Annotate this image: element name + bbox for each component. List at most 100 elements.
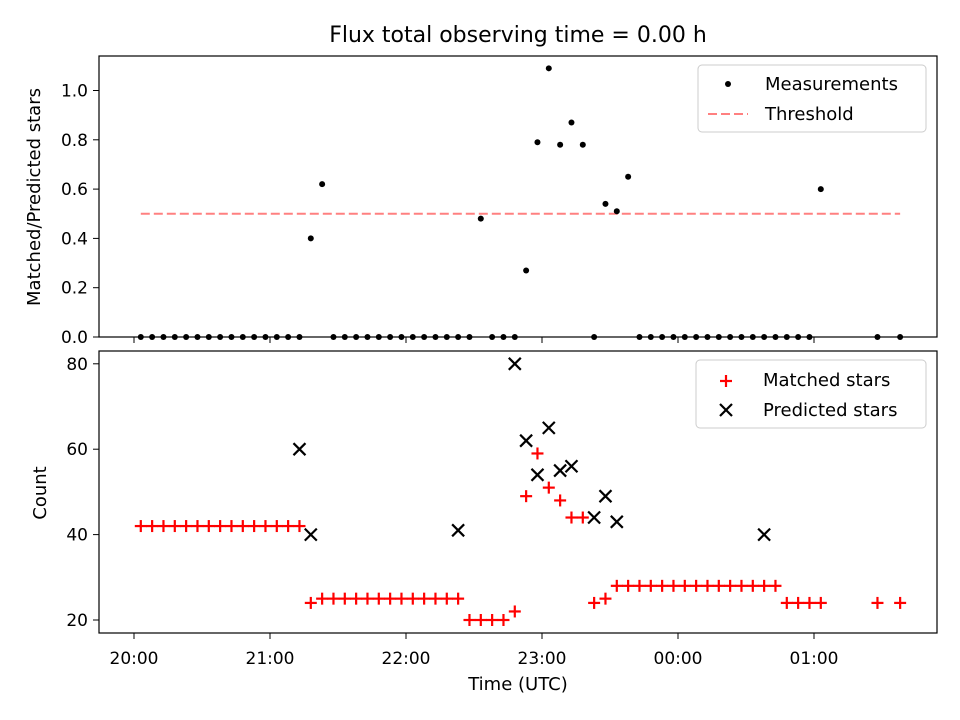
- predicted-star-point: [542, 421, 556, 435]
- matched-star-point: [803, 596, 816, 609]
- bottom-y-axis-label: Count: [30, 466, 51, 519]
- matched-star-point: [678, 579, 691, 592]
- matched-star-point: [712, 579, 725, 592]
- top-y-axis-label: Matched/Predicted stars: [24, 88, 45, 306]
- predicted-star-point: [610, 515, 624, 529]
- matched-star-point: [554, 494, 567, 507]
- predicted-star-point: [530, 468, 545, 482]
- matched-star-point: [622, 579, 635, 592]
- matched-star-point: [871, 596, 884, 609]
- matched-star-point: [327, 592, 340, 605]
- top-panel: Flux total observing time = 0.00 h Match…: [24, 23, 938, 340]
- matched-star-point: [792, 596, 805, 609]
- top-y-tick-label-1: 0.2: [61, 279, 88, 299]
- predicted-star-point: [564, 459, 579, 474]
- matched-star-point: [259, 520, 272, 533]
- matched-star-point: [248, 520, 261, 533]
- matched-legend-label: Matched stars: [763, 370, 890, 391]
- measurements-legend-label: Measurements: [765, 74, 898, 95]
- measurement-point: [625, 173, 632, 180]
- matched-star-point: [429, 592, 442, 605]
- matched-star-point: [225, 520, 238, 533]
- predicted-star-point: [757, 527, 771, 542]
- bottom-panel: Count Time (UTC) Matched stars Predicted…: [30, 350, 938, 695]
- matched-star-point: [316, 592, 329, 605]
- measurement-point: [307, 235, 314, 242]
- matched-star-point: [758, 579, 771, 592]
- bottom-y-tick-label-0: 20: [66, 611, 88, 631]
- matched-star-point: [338, 592, 351, 605]
- bottom-plot-area: [134, 357, 907, 626]
- measurement-point: [557, 141, 564, 148]
- matched-star-point: [134, 520, 147, 533]
- matched-star-point: [452, 592, 465, 605]
- matched-star-point: [146, 520, 159, 533]
- matched-star-point: [531, 447, 544, 460]
- matched-star-point: [486, 614, 499, 626]
- matched-star-point: [724, 579, 737, 592]
- x-tick-label-1: 21:00: [246, 649, 295, 669]
- matched-star-point: [565, 511, 578, 524]
- matched-star-point: [191, 520, 204, 533]
- matched-star-point: [542, 481, 555, 494]
- matched-star-point: [168, 520, 181, 533]
- matched-star-point: [270, 520, 283, 533]
- matched-star-point: [361, 592, 374, 605]
- matched-star-point: [372, 592, 385, 605]
- matched-star-point: [633, 579, 646, 592]
- matched-star-point: [746, 579, 759, 592]
- x-tick-label-5: 01:00: [790, 649, 839, 669]
- measurement-point: [545, 65, 552, 72]
- matched-star-point: [780, 596, 793, 609]
- matched-star-point: [463, 614, 476, 626]
- predicted-star-point: [587, 510, 601, 525]
- measurement-point: [579, 141, 586, 148]
- matched-star-point: [610, 579, 623, 592]
- predicted-star-point: [508, 357, 522, 371]
- top-y-tick-label-4: 0.8: [61, 131, 88, 151]
- predicted-legend-marker: [719, 403, 733, 417]
- x-tick-label-0: 20:00: [110, 649, 159, 669]
- matched-legend-marker: [720, 375, 732, 387]
- matched-star-point: [304, 596, 317, 609]
- top-y-tick-label-5: 1.0: [61, 82, 88, 102]
- matched-star-point: [395, 592, 408, 605]
- predicted-star-point: [553, 463, 567, 478]
- measurement-point: [817, 186, 824, 193]
- top-legend: Measurements Threshold: [697, 64, 927, 133]
- top-legend-box: [697, 64, 927, 133]
- measurement-point: [602, 200, 609, 207]
- threshold-legend-label: Threshold: [764, 104, 854, 125]
- matched-star-point: [769, 579, 782, 592]
- matched-star-point: [157, 520, 170, 533]
- matched-star-point: [735, 579, 748, 592]
- top-y-tick-label-0: 0.0: [61, 328, 88, 348]
- measurement-point: [534, 139, 541, 146]
- predicted-star-point: [519, 433, 533, 448]
- matched-star-point: [508, 605, 521, 618]
- predicted-star-point: [598, 489, 613, 503]
- measurement-point: [613, 208, 620, 215]
- measurement-point: [568, 119, 575, 126]
- matched-star-point: [236, 520, 249, 533]
- matched-star-point: [894, 596, 907, 609]
- matched-star-point: [214, 520, 227, 533]
- measurements-legend-marker: [725, 81, 731, 87]
- bottom-legend-box: [695, 359, 927, 429]
- predicted-star-point: [451, 523, 465, 538]
- matched-star-point: [667, 579, 680, 592]
- measurement-point: [319, 181, 326, 188]
- matched-star-point: [644, 579, 657, 592]
- matched-star-point: [384, 592, 397, 605]
- matched-star-point: [350, 592, 363, 605]
- matched-star-point: [599, 592, 612, 605]
- top-y-tick-label-3: 0.6: [61, 180, 88, 200]
- matched-star-point: [406, 592, 419, 605]
- top-plot-frame: [98, 55, 938, 338]
- bottom-plot-frame: [98, 350, 938, 634]
- bottom-y-tick-label-3: 80: [66, 355, 88, 375]
- measurement-point: [477, 215, 484, 222]
- matched-star-point: [701, 579, 714, 592]
- matched-star-point: [202, 520, 215, 533]
